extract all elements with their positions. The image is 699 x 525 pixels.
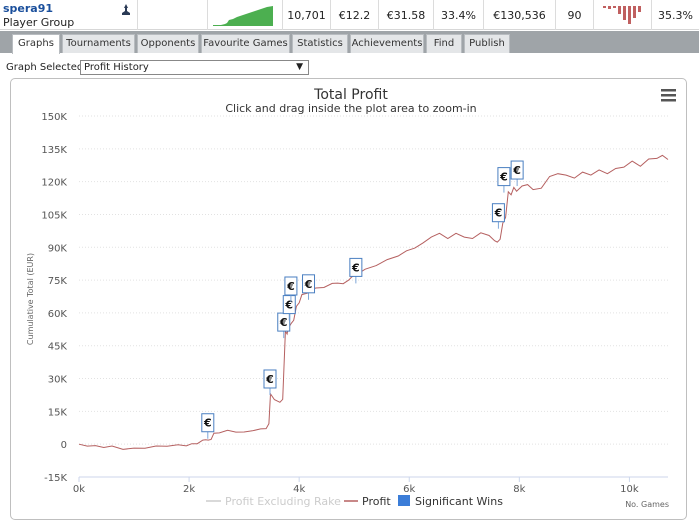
flag-box	[201, 413, 215, 433]
player-avatar-icon	[119, 3, 133, 17]
flag-label: €	[284, 299, 293, 312]
blank-cell	[138, 0, 208, 30]
flag-box	[282, 295, 296, 315]
legend-item-profit[interactable]: Profit	[344, 495, 391, 508]
dropdown-arrow-icon[interactable]: ▼	[296, 62, 303, 72]
x-axis-label: No. Games	[625, 500, 669, 509]
flag-box	[263, 369, 277, 389]
chart-title: Total Profit	[313, 87, 388, 103]
flag-label: €	[286, 280, 295, 293]
significant-win-flag[interactable]: €	[302, 274, 316, 300]
y-tick-label: 0	[61, 440, 67, 451]
flag-label: €	[499, 171, 508, 184]
legend-label-profit: Profit	[362, 495, 391, 508]
graph-select-dropdown[interactable]: Profit History ▼	[80, 60, 309, 75]
stat-ability: 90	[556, 0, 594, 30]
y-tick-label: 15K	[48, 407, 68, 418]
tab-favourite-games[interactable]: Favourite Games	[201, 34, 290, 53]
flag-box	[510, 160, 524, 180]
y-tick-label: 135K	[41, 145, 67, 156]
stat-avg-stake: €12.2	[331, 0, 379, 30]
y-axis-ticks: -15K 0 15K 30K 45K 60K 75K 90K 105K 120K 135K 150K	[41, 112, 67, 484]
tab-find[interactable]: Find	[426, 34, 462, 53]
flag-box	[491, 203, 505, 223]
significant-win-flag[interactable]: €	[491, 203, 505, 229]
chart-series	[78, 154, 669, 450]
tab-statistics[interactable]: Statistics	[292, 34, 348, 53]
chart-grid	[79, 115, 668, 478]
legend-swatch-sig-wins	[398, 495, 410, 506]
tab-opponents[interactable]: Opponents	[137, 34, 199, 53]
player-name[interactable]: spera91	[3, 2, 54, 15]
profit-sparkline	[208, 0, 283, 30]
y-tick-label: 75K	[48, 276, 68, 287]
flag-label: €	[203, 417, 212, 430]
stat-profit: €130,536	[484, 0, 556, 30]
x-axis-ticks: 0k 2k 4k 6k 8k 10k	[73, 476, 668, 495]
player-group: Player Group	[3, 16, 75, 29]
y-axis-label: Cumulative Total (EUR)	[26, 253, 35, 345]
stat-games: 10,701	[283, 0, 331, 30]
stat-roi: 33.4%	[434, 0, 484, 30]
significant-win-flag[interactable]: €	[282, 295, 296, 321]
significant-win-flag[interactable]: €	[263, 369, 277, 395]
graph-select-label: Graph Selected:	[6, 62, 87, 73]
legend-item-excl-rake[interactable]: Profit Excluding Rake	[206, 495, 341, 508]
y-tick-label: 30K	[48, 375, 68, 386]
flag-label: €	[494, 207, 503, 220]
form-bars-red-icon	[602, 6, 641, 24]
stat-avg-profit: €31.58	[379, 0, 434, 30]
significant-win-flag[interactable]: €	[510, 160, 524, 187]
flag-label: €	[351, 261, 360, 274]
y-tick-label: 45K	[48, 342, 68, 353]
chart-subtitle: Click and drag inside the plot area to z…	[225, 102, 476, 115]
legend-label-excl-rake: Profit Excluding Rake	[225, 495, 341, 508]
significant-win-flag[interactable]: €	[277, 312, 291, 339]
flag-label: €	[512, 164, 521, 177]
x-tick-label: 2k	[183, 484, 195, 495]
profit-chart[interactable]: -15K015K30K45K60K75K90K105K120K135K150K …	[11, 79, 688, 521]
legend-item-sig-wins[interactable]: Significant Wins	[398, 495, 503, 508]
chart-menu-icon[interactable]	[661, 89, 676, 102]
significant-win-flag[interactable]: €	[497, 167, 511, 193]
player-stats-header: spera91 Player Group 10,701 €12.2 €31.58…	[0, 0, 699, 30]
significant-wins: € € € € € € € € € €	[201, 160, 524, 439]
tab-bar: Graphs Tournaments Opponents Favourite G…	[0, 31, 699, 54]
flag-box	[349, 257, 363, 277]
y-tick-label: 60K	[48, 309, 68, 320]
y-tick-label: 120K	[41, 178, 67, 189]
flag-label: €	[265, 373, 274, 386]
flag-label: €	[304, 278, 313, 291]
x-tick-label: 0k	[73, 484, 85, 495]
flag-box	[302, 274, 316, 294]
tab-graphs[interactable]: Graphs	[12, 34, 60, 54]
recent-form-bars	[594, 0, 652, 30]
stat-itm: 35.3%	[658, 8, 693, 22]
significant-win-flag[interactable]: €	[349, 257, 363, 284]
x-tick-label: 6k	[403, 484, 415, 495]
x-tick-label: 4k	[293, 484, 305, 495]
sparkline-green-icon	[213, 6, 273, 26]
significant-win-flag[interactable]: €	[201, 413, 215, 439]
significant-win-flag[interactable]: €	[284, 276, 298, 302]
y-tick-label: 150K	[41, 112, 67, 123]
series-line-profit	[78, 154, 669, 450]
tab-achievements[interactable]: Achievements	[350, 34, 424, 53]
legend-label-sig-wins: Significant Wins	[415, 495, 503, 508]
flag-label: €	[279, 316, 288, 329]
chart-legend: Profit Excluding Rake Profit Significant…	[206, 495, 503, 508]
y-tick-label: 105K	[41, 210, 67, 221]
flag-box	[284, 276, 298, 296]
graph-select-value: Profit History	[84, 62, 149, 73]
x-tick-label: 8k	[513, 484, 525, 495]
player-cell[interactable]: spera91 Player Group	[0, 0, 138, 30]
x-tick-label: 10k	[620, 484, 639, 495]
tab-publish[interactable]: Publish	[464, 34, 510, 53]
flag-box	[497, 167, 511, 187]
y-tick-label: 90K	[48, 243, 68, 254]
chart-container: -15K 0 15K 30K 45K 60K 75K 90K 105K 120K 135K 150K …	[10, 78, 687, 520]
y-tick-label: -15K	[44, 473, 67, 484]
tab-tournaments[interactable]: Tournaments	[62, 34, 135, 53]
